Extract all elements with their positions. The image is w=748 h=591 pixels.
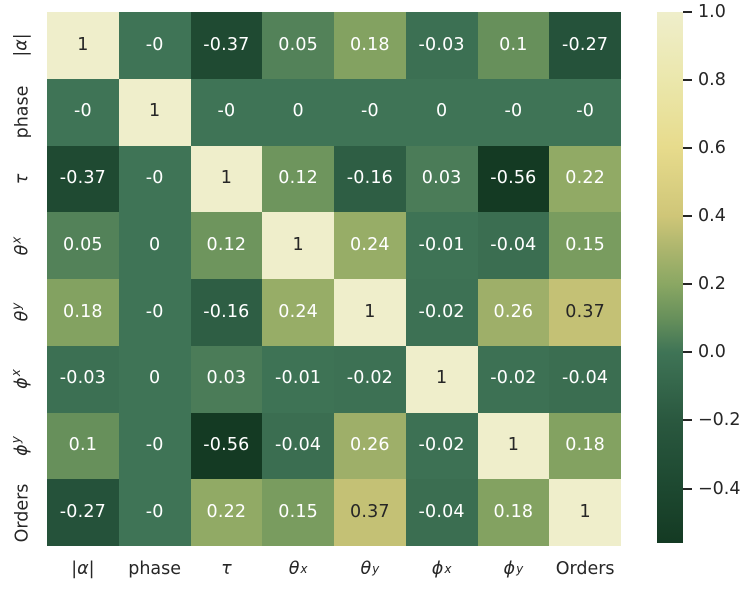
colorbar-gradient [657, 12, 683, 543]
heatmap-cell: 0 [118, 345, 191, 413]
heatmap-cell: 0.22 [549, 145, 621, 213]
heatmap-cell: 1 [47, 12, 119, 79]
x-tick-label: Orders [555, 559, 615, 579]
colorbar-tick-label: −0.2 [698, 410, 741, 431]
heatmap-cell: -0 [118, 279, 191, 346]
heatmap-cell: 0.24 [262, 279, 334, 346]
heatmap-cell: 0.05 [262, 12, 334, 79]
colorbar-tick-mark [683, 351, 692, 354]
x-tick-label: | α | [71, 559, 95, 579]
heatmap-cell: -0.02 [405, 279, 478, 346]
heatmap-cell: 1 [549, 479, 621, 546]
colorbar-tick-mark [683, 11, 692, 13]
heatmap-cell: 0.03 [405, 145, 478, 213]
colorbar-tick-label: 0.8 [698, 70, 726, 91]
heatmap-cell: 0.18 [549, 412, 621, 480]
heatmap-cell: 0.22 [190, 479, 263, 546]
colorbar-tick-mark [683, 147, 692, 150]
heatmap-cell: -0.02 [405, 412, 478, 480]
heatmap-cell: -0.27 [47, 479, 119, 546]
heatmap-cell: -0.56 [190, 412, 263, 480]
heatmap-cell: -0.16 [334, 145, 406, 213]
heatmap-cell: -0.03 [47, 345, 119, 413]
colorbar-tick-mark [683, 487, 692, 490]
x-tick-label: phase [128, 559, 182, 579]
heatmap-cell: -0.04 [405, 479, 478, 546]
heatmap-cell: -0 [334, 78, 406, 146]
heatmap-cell: 0.18 [477, 479, 550, 546]
y-tick-label: ϕx [9, 369, 32, 389]
heatmap-cell: -0 [118, 412, 191, 480]
colorbar-tick-label: −0.4 [698, 478, 741, 499]
heatmap-cell: 0.12 [262, 145, 334, 213]
y-tick-label: θy [9, 302, 32, 322]
colorbar-tick-label: 0.2 [698, 274, 726, 295]
heatmap-cell: 1 [334, 279, 406, 346]
colorbar-tick-label: 0.6 [698, 138, 726, 159]
heatmap-cell: 1 [118, 78, 191, 146]
heatmap-cell: -0.03 [405, 12, 478, 79]
heatmap-cell: 1 [405, 345, 478, 413]
heatmap-cell: -0.04 [477, 212, 550, 279]
heatmap-cell: 0.26 [477, 279, 550, 346]
heatmap-cell: -0 [118, 145, 191, 213]
heatmap-cell: 0 [405, 78, 478, 146]
heatmap-cell: -0 [477, 78, 550, 146]
heatmap-cell: 0 [118, 212, 191, 279]
heatmap-cell: 0.37 [549, 279, 621, 346]
y-tick-label: Orders [12, 483, 33, 543]
heatmap-cell: 1 [190, 145, 263, 213]
heatmap-cell: 0.24 [334, 212, 406, 279]
y-tick-label: θx [9, 236, 32, 256]
heatmap-cell: -0.27 [549, 12, 621, 79]
heatmap-cell: 1 [262, 212, 334, 279]
colorbar-tick-label: 1.0 [698, 2, 726, 22]
y-tick-label: ϕy [9, 436, 32, 456]
colorbar-tick-mark [683, 419, 692, 422]
colorbar-tick-mark [683, 215, 692, 218]
colorbar-tick-mark [683, 79, 692, 82]
y-tick-label: |α| [11, 33, 32, 58]
heatmap-cell: -0.56 [477, 145, 550, 213]
heatmap-cell: 0.15 [262, 479, 334, 546]
heatmap-cell: -0.37 [47, 145, 119, 213]
y-tick-label: phase [12, 85, 32, 139]
heatmap-cell: -0.16 [190, 279, 263, 346]
heatmap-cell: 0 [262, 78, 334, 146]
heatmap-cell: -0.02 [334, 345, 406, 413]
heatmap-cell: -0 [118, 479, 191, 546]
heatmap-cell: -0.37 [190, 12, 263, 79]
heatmap-cell: 0.26 [334, 412, 406, 480]
heatmap-cell: -0.04 [262, 412, 334, 480]
heatmap-cell: 0.18 [47, 279, 119, 346]
heatmap-cell: 1 [477, 412, 550, 480]
x-tick-label: τ [221, 559, 232, 579]
heatmap-cell: -0.02 [477, 345, 550, 413]
heatmap-cell: 0.1 [47, 412, 119, 480]
colorbar-tick-mark [683, 283, 692, 286]
heatmap-grid: 1 -0 -0.37 0.05 0.18 -0.03 0.1 -0.27 -0 1 -0 0 -0 0 -0… [47, 12, 621, 546]
heatmap-cell: -0 [118, 12, 191, 79]
heatmap-cell: -0 [549, 78, 621, 146]
y-tick-label: τ [11, 173, 32, 185]
heatmap-cell: 0.37 [334, 479, 406, 546]
colorbar-tick-label: 0.4 [698, 206, 726, 227]
heatmap-cell: -0 [190, 78, 263, 146]
heatmap-cell: -0.01 [405, 212, 478, 279]
heatmap-cell: 0.18 [334, 12, 406, 79]
heatmap-cell: -0 [47, 78, 119, 146]
heatmap-cell: 0.12 [190, 212, 263, 279]
colorbar-tick-label: 0.0 [698, 342, 726, 363]
heatmap-cell: 0.03 [190, 345, 263, 413]
heatmap-cell: 0.05 [47, 212, 119, 279]
heatmap-cell: 0.15 [549, 212, 621, 279]
heatmap-cell: 0.1 [477, 12, 550, 79]
heatmap-cell: -0.04 [549, 345, 621, 413]
heatmap-cell: -0.01 [262, 345, 334, 413]
